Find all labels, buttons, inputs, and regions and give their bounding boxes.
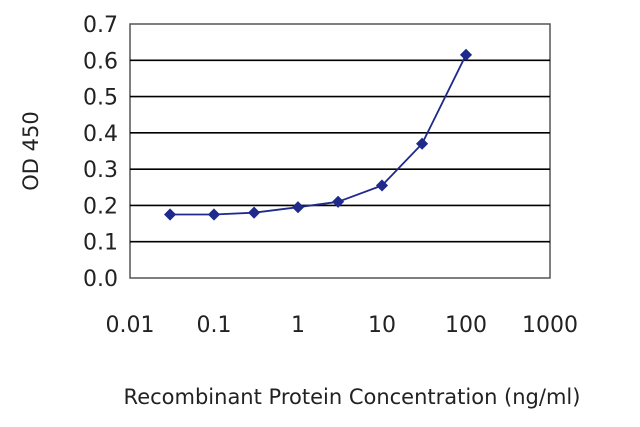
y-tick-label: 0.2 <box>83 194 118 219</box>
data-point <box>332 195 345 208</box>
gridlines <box>130 59 550 243</box>
x-tick-label: 10 <box>368 313 396 338</box>
y-tick-label: 0.3 <box>83 158 118 183</box>
y-tick-labels: 0.0 0.1 0.2 0.3 0.4 0.5 0.6 0.7 <box>83 13 118 292</box>
data-point <box>459 48 473 61</box>
series-line <box>170 54 467 216</box>
x-tick-label: 1000 <box>522 313 578 338</box>
plot-area <box>129 23 551 279</box>
y-tick-label: 0.0 <box>83 267 118 292</box>
x-tick-labels: 0.01 0.1 1 10 100 1000 <box>106 313 578 338</box>
x-tick-label: 1 <box>291 313 305 338</box>
y-tick-label: 0.4 <box>83 122 118 147</box>
y-axis-label: OD 450 <box>19 111 43 190</box>
data-point <box>375 179 389 192</box>
y-tick-label: 0.1 <box>83 231 118 256</box>
x-axis-label: Recombinant Protein Concentration (ng/ml… <box>124 385 581 409</box>
x-tick-label: 100 <box>445 313 487 338</box>
data-point <box>416 137 429 150</box>
data-point <box>291 201 305 214</box>
y-tick-label: 0.7 <box>83 13 118 38</box>
data-point <box>164 208 177 221</box>
data-point <box>248 206 261 219</box>
data-point <box>207 208 221 221</box>
y-tick-label: 0.6 <box>83 49 118 74</box>
x-tick-label: 0.1 <box>197 313 232 338</box>
y-tick-label: 0.5 <box>83 86 118 111</box>
series <box>164 48 473 221</box>
x-tick-label: 0.01 <box>106 313 155 338</box>
